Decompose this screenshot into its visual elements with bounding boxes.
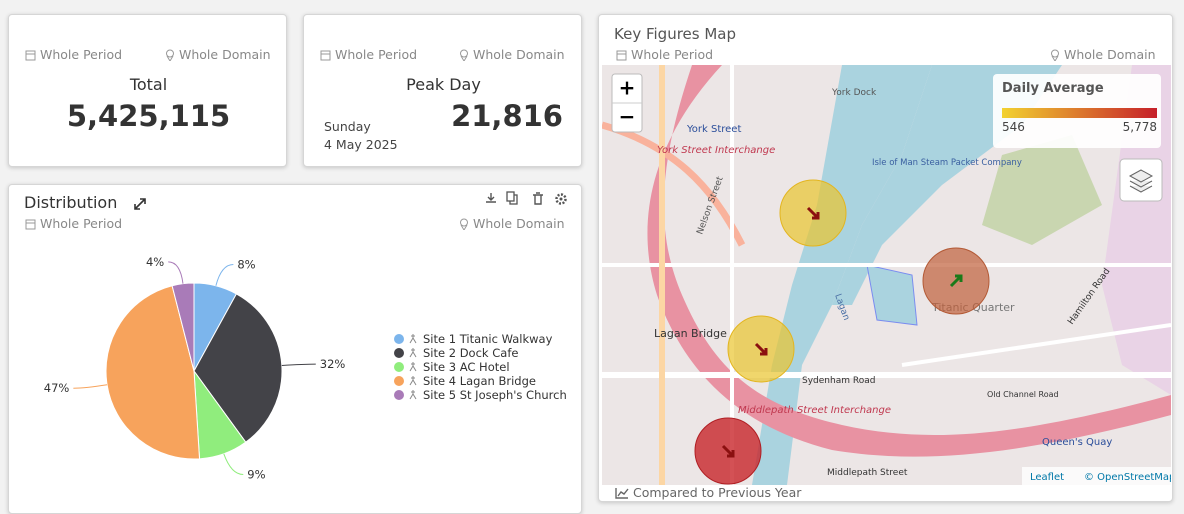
data-label: 4% xyxy=(146,255,164,269)
domain-text: Whole Domain xyxy=(473,216,565,231)
pie-slice xyxy=(105,285,201,460)
peak-label: Peak Day xyxy=(406,75,481,94)
walker-icon xyxy=(409,376,417,386)
legend-title: Daily Average xyxy=(1002,81,1104,96)
zoom-in[interactable]: + xyxy=(619,76,636,100)
attribution-osm[interactable]: © OpenStreetMap xyxy=(1084,472,1171,483)
walker-icon xyxy=(409,334,417,344)
legend-symbol xyxy=(394,376,404,386)
domain: Whole Domain xyxy=(1050,47,1156,62)
pie-slice xyxy=(171,282,195,372)
walker-icon xyxy=(409,390,417,400)
walker-icon xyxy=(409,348,417,358)
legend-label: Site 2 Dock Cafe xyxy=(423,346,518,360)
peak-card: Whole Period Whole Domain Peak Day Sunda… xyxy=(303,14,582,167)
period-text: Whole Period xyxy=(631,47,714,62)
period: Whole Period xyxy=(25,216,122,231)
data-label: 9% xyxy=(247,467,265,481)
map-label: Isle of Man Steam Packet Company xyxy=(872,158,1022,168)
total-card: Whole Period Whole Domain Total 5,425,11… xyxy=(8,14,287,167)
domain-text: Whole Domain xyxy=(473,47,565,62)
legend-label: Site 1 Titanic Walkway xyxy=(423,332,553,346)
distribution-title: Distribution xyxy=(24,193,118,212)
leader-line xyxy=(168,261,184,284)
map-footer: Compared to Previous Year xyxy=(615,485,801,500)
domain-text: Whole Domain xyxy=(179,47,271,62)
pie-slice xyxy=(193,293,283,443)
attribution-leaflet[interactable]: Leaflet xyxy=(1030,472,1064,483)
leader-line xyxy=(281,363,316,366)
legend-min: 546 xyxy=(1002,120,1025,134)
map-label: Lagan Bridge xyxy=(654,327,727,340)
period-text: Whole Period xyxy=(40,216,123,231)
map-label: Old Channel Road xyxy=(987,390,1059,399)
walker-icon xyxy=(409,362,417,372)
peak-weekday: Sunday xyxy=(324,119,371,134)
map-card: Key Figures Map Whole Period Whole Domai… xyxy=(598,14,1173,502)
map-title: Key Figures Map xyxy=(614,25,736,43)
footer-text: Compared to Previous Year xyxy=(633,485,802,500)
legend-gradient xyxy=(1002,108,1157,118)
legend-max: 5,778 xyxy=(1123,120,1157,134)
domain: Whole Domain xyxy=(459,216,565,231)
map-label: York Street xyxy=(686,124,741,135)
period-text: Whole Period xyxy=(335,47,418,62)
domain-text: Whole Domain xyxy=(1064,47,1156,62)
distribution-card: Distribution Whole Period Whole Domain 8… xyxy=(8,184,582,514)
period-text: Whole Period xyxy=(40,47,123,62)
peak-date: 4 May 2025 xyxy=(324,137,398,152)
leader-line xyxy=(215,263,234,286)
period: Whole Period xyxy=(320,47,417,62)
peak-value: 21,816 xyxy=(451,99,563,133)
legend-label: Site 5 St Joseph's Church xyxy=(423,388,567,402)
map[interactable]: York Street York Street Interchange York… xyxy=(602,65,1171,485)
toolbar[interactable] xyxy=(483,191,573,207)
map-label: Middlepath Street xyxy=(827,468,908,478)
data-label: 8% xyxy=(237,257,255,271)
site-markers xyxy=(694,179,990,485)
map-label: Sydenham Road xyxy=(802,376,875,386)
data-label: 32% xyxy=(320,357,346,371)
map-label: York Street Interchange xyxy=(657,145,775,156)
total-label: Total xyxy=(129,75,168,94)
expand-icon[interactable] xyxy=(133,197,147,211)
map-label: Queen's Quay xyxy=(1042,437,1112,448)
leader-line xyxy=(223,453,244,475)
legend-label: Site 3 AC Hotel xyxy=(423,360,510,374)
leader-line xyxy=(73,384,108,389)
dashboard: Whole Period Whole Domain Total 5,425,11… xyxy=(8,14,1173,514)
legend-symbol xyxy=(394,362,404,372)
period: Whole Period xyxy=(616,47,713,62)
domain: Whole Domain xyxy=(165,47,271,62)
data-label: 47% xyxy=(44,381,70,395)
zoom-out[interactable]: − xyxy=(619,105,636,129)
map-label: York Dock xyxy=(831,88,877,98)
period: Whole Period xyxy=(25,47,122,62)
legend-symbol xyxy=(394,390,404,400)
domain: Whole Domain xyxy=(459,47,565,62)
total-value: 5,425,115 xyxy=(66,99,231,133)
legend-symbol xyxy=(394,334,404,344)
map-label: Middlepath Street Interchange xyxy=(738,405,891,416)
legend-label: Site 4 Lagan Bridge xyxy=(423,374,536,388)
legend-symbol xyxy=(394,348,404,358)
